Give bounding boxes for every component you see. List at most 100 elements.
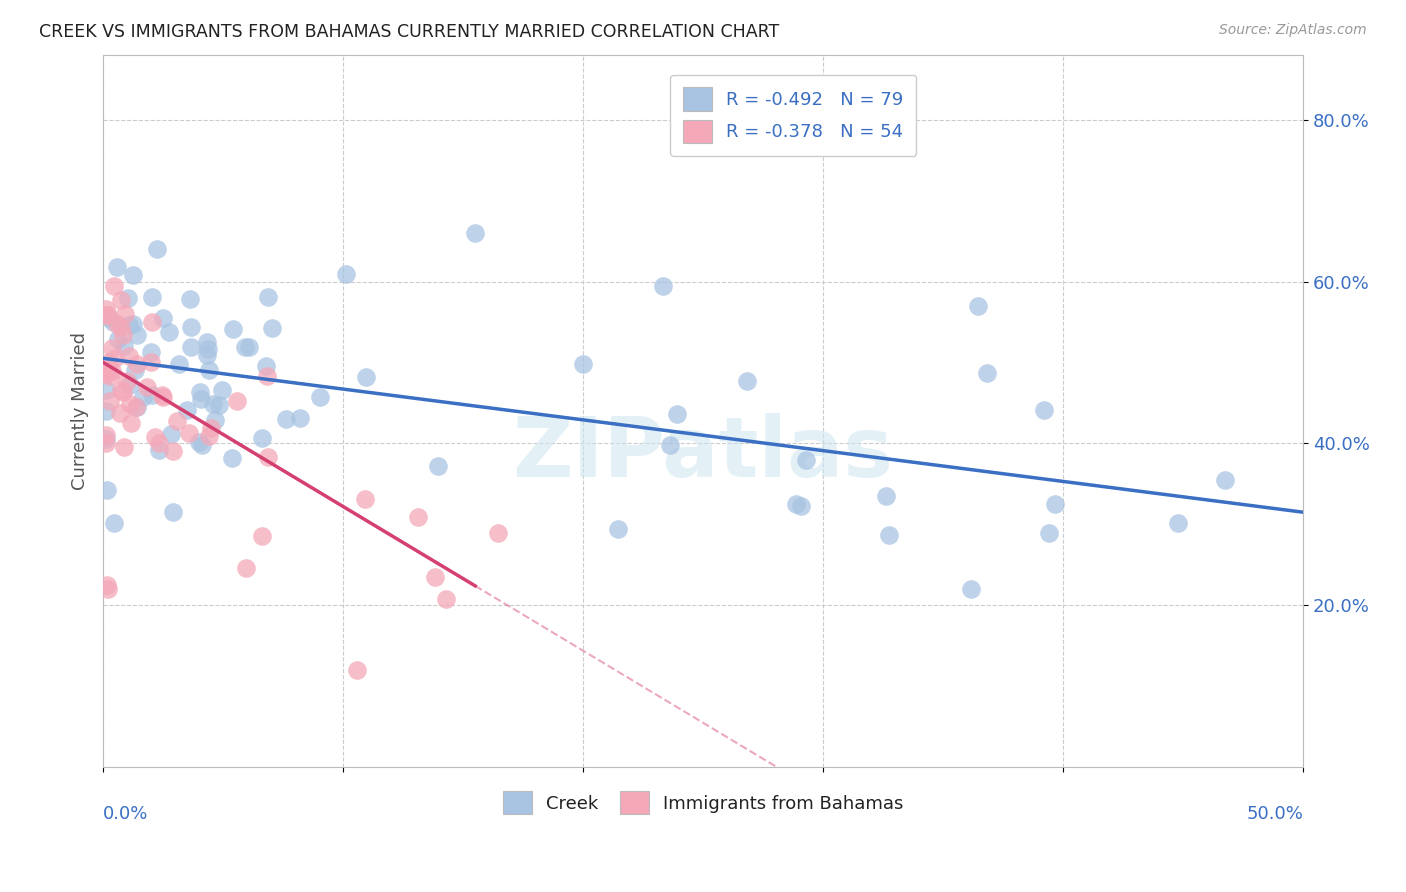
Point <box>176 402 198 417</box>
Point <box>659 438 682 452</box>
Point <box>250 431 273 445</box>
Point <box>188 384 211 399</box>
Point <box>226 393 249 408</box>
Point <box>208 398 231 412</box>
Point <box>122 317 145 331</box>
Point <box>200 421 222 435</box>
Point <box>198 362 221 376</box>
Legend: Creek, Immigrants from Bahamas: Creek, Immigrants from Bahamas <box>495 784 911 822</box>
Point <box>274 412 297 426</box>
Point <box>257 290 280 304</box>
Point <box>94 383 117 397</box>
Point <box>177 425 200 440</box>
Point <box>188 435 211 450</box>
Point <box>145 430 167 444</box>
Point <box>141 290 163 304</box>
Point <box>117 291 139 305</box>
Point <box>120 416 142 430</box>
Point <box>101 341 124 355</box>
Point <box>180 340 202 354</box>
Point <box>148 442 170 457</box>
Point <box>221 322 243 336</box>
Point <box>103 315 125 329</box>
Point <box>124 362 146 376</box>
Point <box>211 383 233 397</box>
Point <box>238 341 260 355</box>
Point <box>408 509 430 524</box>
Point <box>434 591 457 606</box>
Point <box>335 267 357 281</box>
Point <box>132 390 155 404</box>
Point <box>118 349 141 363</box>
Point <box>423 570 446 584</box>
Point <box>152 390 174 404</box>
Point <box>1167 516 1189 530</box>
Point <box>110 406 132 420</box>
Point <box>98 311 121 326</box>
Point <box>96 577 118 591</box>
Point <box>110 319 132 334</box>
Point <box>875 489 897 503</box>
Point <box>794 453 817 467</box>
Point <box>191 438 214 452</box>
Point <box>111 328 134 343</box>
Point <box>103 516 125 530</box>
Y-axis label: Currently Married: Currently Married <box>72 332 89 490</box>
Point <box>162 506 184 520</box>
Point <box>110 293 132 307</box>
Point <box>97 582 120 596</box>
Point <box>103 279 125 293</box>
Point <box>166 413 188 427</box>
Point <box>735 374 758 388</box>
Point <box>112 338 135 352</box>
Point <box>94 436 117 450</box>
Point <box>288 410 311 425</box>
Point <box>221 450 243 465</box>
Point <box>353 491 375 506</box>
Point <box>96 483 118 498</box>
Point <box>652 278 675 293</box>
Point <box>162 444 184 458</box>
Point <box>877 528 900 542</box>
Point <box>790 499 813 513</box>
Point <box>152 310 174 325</box>
Text: CREEK VS IMMIGRANTS FROM BAHAMAS CURRENTLY MARRIED CORRELATION CHART: CREEK VS IMMIGRANTS FROM BAHAMAS CURRENT… <box>39 23 779 41</box>
Point <box>179 293 201 307</box>
Point <box>967 299 990 313</box>
Point <box>148 436 170 450</box>
Point <box>115 374 138 388</box>
Point <box>118 318 141 332</box>
Point <box>94 428 117 442</box>
Point <box>150 388 173 402</box>
Point <box>1038 525 1060 540</box>
Point <box>94 308 117 322</box>
Point <box>160 427 183 442</box>
Point <box>201 397 224 411</box>
Point <box>141 388 163 402</box>
Point <box>309 390 332 404</box>
Point <box>112 384 135 399</box>
Point <box>665 407 688 421</box>
Point <box>464 226 486 240</box>
Point <box>250 529 273 543</box>
Point <box>125 400 148 414</box>
Point <box>197 429 219 443</box>
Point <box>785 497 807 511</box>
Text: Source: ZipAtlas.com: Source: ZipAtlas.com <box>1219 23 1367 37</box>
Point <box>122 268 145 282</box>
Point <box>114 308 136 322</box>
Point <box>96 302 118 317</box>
Point <box>195 335 218 350</box>
Point <box>97 364 120 378</box>
Point <box>1213 473 1236 487</box>
Point <box>204 413 226 427</box>
Point <box>98 394 121 409</box>
Point <box>354 370 377 384</box>
Point <box>141 355 163 369</box>
Point <box>157 326 180 340</box>
Point <box>167 357 190 371</box>
Point <box>112 440 135 454</box>
Point <box>256 368 278 383</box>
Point <box>94 403 117 417</box>
Point <box>195 348 218 362</box>
